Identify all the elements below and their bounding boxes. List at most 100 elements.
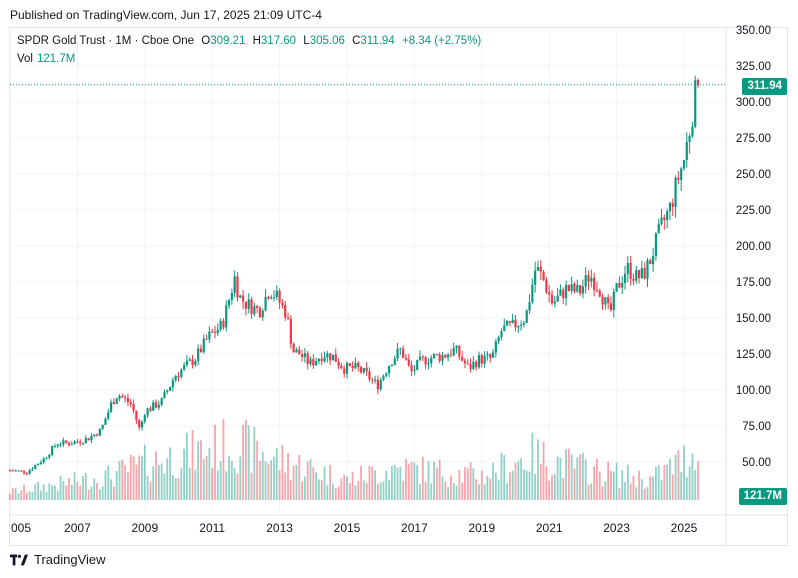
volume-bar (691, 453, 694, 500)
candle-body (379, 379, 382, 390)
candle-body (623, 273, 627, 283)
candle-body (652, 255, 655, 265)
volume-bar (107, 465, 110, 500)
volume-bar (447, 486, 449, 500)
candle-body (666, 211, 669, 220)
candle-body (595, 289, 599, 291)
volume-bar (643, 488, 646, 500)
candle-body (475, 361, 478, 368)
volume-bar (73, 472, 76, 500)
candle-body (418, 356, 422, 360)
candle-body (371, 379, 374, 381)
volume-bar (84, 472, 87, 500)
volume-bar (371, 466, 374, 500)
volume-bar (267, 463, 270, 500)
candle-body (250, 299, 253, 315)
candle-body (404, 357, 408, 360)
x-tick-label: 2021 (536, 521, 563, 535)
candle-body (227, 300, 231, 306)
candle-body (528, 302, 531, 311)
volume-bar (497, 479, 500, 500)
candle-body (334, 354, 337, 362)
y-tick-label: 50.00 (742, 457, 771, 469)
candle-body (517, 325, 520, 328)
candle-body (343, 368, 346, 374)
candle-body (680, 168, 683, 180)
volume-bar (517, 461, 520, 500)
volume-bar (230, 461, 233, 500)
volume-bar (287, 453, 289, 500)
candle-body (28, 470, 31, 474)
candle-body (171, 380, 174, 387)
candle-body (573, 283, 576, 292)
volume-bar (466, 468, 469, 500)
volume-bar (573, 468, 576, 500)
candle-body (430, 358, 433, 364)
candle-body (463, 360, 467, 364)
volume-bar (413, 462, 416, 500)
candle-body (388, 366, 391, 374)
candle-body (609, 303, 613, 311)
volume-bar (548, 480, 551, 500)
volume-bar (129, 454, 132, 500)
volume-bar (98, 489, 101, 500)
candle-body (390, 364, 394, 367)
volume-bar (655, 466, 657, 500)
volume-bar (576, 457, 579, 500)
volume-bar (629, 483, 632, 500)
volume-bar (169, 447, 171, 500)
candle-body (185, 360, 189, 366)
candle-body (649, 260, 652, 265)
candle-body (694, 80, 697, 127)
candle-body (140, 421, 144, 428)
volume-bar (626, 464, 629, 500)
candle-body (25, 473, 28, 475)
candle-body (289, 318, 292, 344)
volume-bar (284, 472, 287, 500)
candle-body (258, 307, 262, 318)
volume-legend: Vol 121.7M (17, 53, 75, 65)
volume-bar (632, 475, 635, 500)
volume-bar (357, 480, 360, 500)
volume-bar (200, 440, 202, 500)
volume-bar (326, 485, 329, 500)
candle-body (452, 348, 455, 356)
volume-bar (183, 448, 186, 500)
volume-bar (332, 483, 334, 500)
volume-bar (20, 490, 23, 500)
volume-bar (354, 485, 357, 500)
volume-bar (146, 476, 149, 500)
candle-body (59, 444, 62, 446)
candle-body (329, 353, 332, 361)
candle-body (489, 354, 492, 358)
candle-body (553, 301, 556, 304)
candle-body (183, 365, 186, 370)
volume-bar (87, 489, 90, 500)
candle-body (298, 349, 301, 355)
volume-bar (82, 476, 84, 500)
candle-body (194, 360, 197, 366)
candle-body (559, 289, 562, 296)
candle-body (11, 470, 14, 472)
volume-bar (478, 484, 480, 500)
volume-bar (405, 458, 407, 500)
y-tick-label: 350.00 (736, 25, 771, 37)
candle-body (45, 457, 48, 459)
y-tick-label: 75.00 (742, 421, 771, 433)
footer-brand[interactable]: TradingView (10, 552, 106, 567)
candle-body (337, 361, 340, 366)
candle-body (177, 376, 180, 378)
volume-bar (110, 479, 112, 500)
candle-body (578, 285, 582, 294)
volume-bar (329, 464, 332, 500)
volume-bar (14, 488, 17, 500)
candle-body (300, 354, 304, 357)
candle-body (626, 262, 629, 274)
volume-bar (612, 471, 615, 500)
candle-body (191, 359, 194, 366)
volume-bar (523, 469, 525, 500)
candle-body (230, 293, 233, 301)
candle-body (95, 434, 99, 436)
candle-body (8, 470, 12, 472)
